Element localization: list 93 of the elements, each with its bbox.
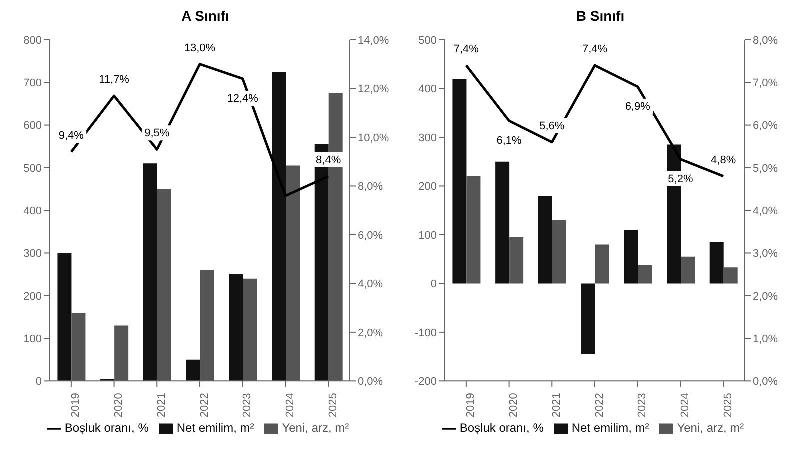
legend-label: Boşluk oranı, % [64,421,149,436]
bar [143,164,158,382]
x-tick-label: 2020 [113,393,126,418]
y2-tick-label: 10,0% [358,132,390,144]
x-tick-label: 2025 [722,393,734,418]
y2-tick-label: 8,0% [753,34,778,47]
x-tick-label: 2023 [636,393,649,418]
legend-label: Yeni, arz, m² [677,421,744,436]
legend-label: Boşluk oranı, % [460,421,544,436]
legend-label: Net emilim, m² [572,421,650,436]
bar [681,256,695,284]
bar [243,278,258,382]
bar [581,284,596,354]
data-label: 7,4% [582,43,608,56]
bar [72,312,86,382]
y-tick-label: -100 [414,327,437,340]
y-tick-label: 0 [36,376,42,388]
data-label: 6,1% [496,134,522,147]
x-tick-label: 2021 [550,393,563,418]
data-label: 5,6% [540,120,565,132]
bar [724,268,738,284]
y2-tick-label: 2,0% [753,290,778,303]
data-label: 5,2% [668,173,694,186]
bar [114,326,129,382]
data-label: 4,8% [711,154,736,166]
y2-tick-label: 0,0% [753,376,778,388]
bar [186,360,200,382]
y-tick-label: 100 [24,333,42,346]
bar [538,196,552,284]
y2-tick-label: 0,0% [358,376,384,388]
bar [286,166,300,382]
x-tick-label: 2023 [242,393,254,418]
data-label: 11,7% [99,74,130,86]
y2-tick-label: 14,0% [358,34,390,47]
y2-tick-label: 6,0% [358,230,384,242]
data-label: 13,0% [184,42,216,54]
bar [157,189,172,382]
x-tick-label: 2022 [198,393,211,418]
bar [58,253,72,382]
y-tick-label: 300 [418,132,437,144]
bar [229,274,244,382]
y-tick-label: 800 [24,34,42,47]
y2-tick-label: 4,0% [753,205,778,218]
y2-tick-label: 6,0% [753,120,778,132]
bar [496,162,510,284]
y-tick-label: 300 [24,248,42,260]
x-tick-label: 2022 [594,393,606,418]
y-tick-label: 400 [418,84,437,96]
x-tick-label: 2019 [70,393,82,418]
x-tick-label: 2024 [284,393,297,418]
chart-title: B Sınıfı [575,8,626,26]
y-tick-label: 100 [418,230,437,242]
legend-label: Yeni, arz, m² [282,421,350,436]
y2-tick-label: 4,0% [358,278,384,291]
chart-title: A Sınıfı [180,8,230,26]
y2-tick-label: 2,0% [358,327,384,340]
x-tick-label: 2025 [327,393,340,418]
bar [595,244,610,284]
x-tick-label: 2019 [465,393,478,418]
data-label: 12,4% [227,92,259,105]
bar [452,78,467,284]
bar [638,265,652,284]
data-label: 7,4% [454,43,480,56]
y2-tick-label: 5,0% [753,162,778,175]
y-tick-label: 500 [24,162,42,175]
data-label: 9,5% [144,128,170,140]
y2-tick-label: 1,0% [753,333,778,346]
bar [200,270,214,382]
bar [624,230,638,284]
x-tick-label: 2020 [508,393,520,418]
data-label: 6,9% [625,100,651,113]
y-tick-label: 600 [24,120,42,132]
y2-tick-label: 3,0% [753,248,778,260]
y2-tick-label: 7,0% [753,78,778,90]
data-label: 8,4% [316,154,342,166]
x-tick-label: 2024 [680,393,692,418]
bar [466,176,481,284]
bar [552,220,566,284]
y2-tick-label: 8,0% [358,181,384,194]
y-tick-label: -200 [414,376,437,388]
y-tick-label: 400 [24,205,42,218]
bar [510,237,524,284]
y-tick-label: 200 [418,181,437,194]
bar [710,242,724,284]
y-tick-label: 500 [418,34,437,47]
y-tick-label: 200 [24,290,42,303]
bar [272,72,286,382]
legend-label: Net emilim, m² [176,421,254,436]
y-tick-label: 700 [24,78,42,90]
x-tick-label: 2021 [156,393,168,418]
data-label: 9,4% [58,130,84,142]
y2-tick-label: 12,0% [358,84,390,96]
y-tick-label: 0 [430,278,437,291]
